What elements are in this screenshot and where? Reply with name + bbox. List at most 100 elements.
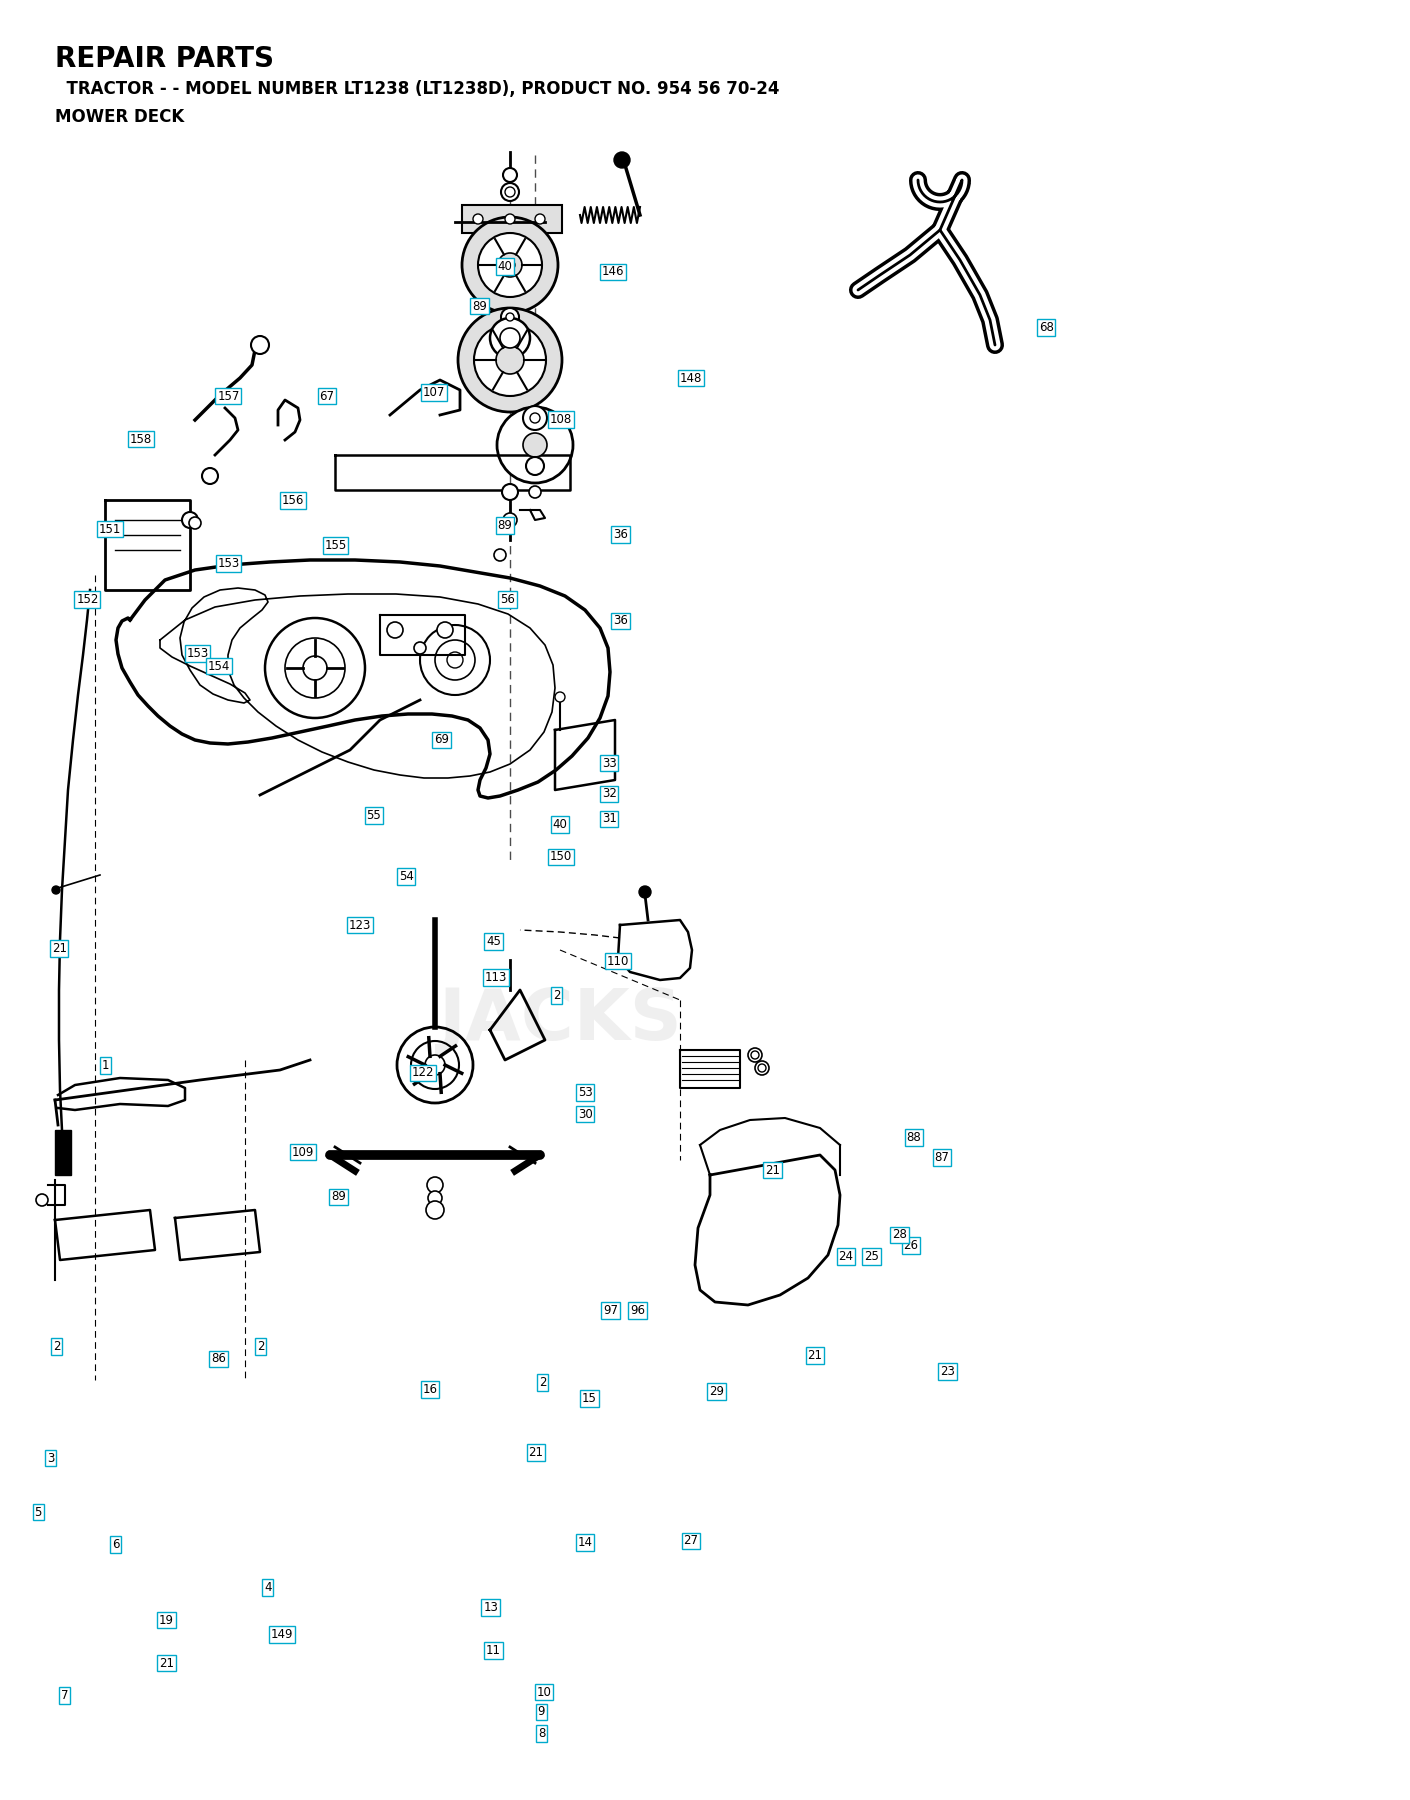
Text: 21: 21: [52, 941, 66, 956]
Circle shape: [534, 214, 546, 223]
Text: 107: 107: [423, 385, 446, 400]
Text: 122: 122: [412, 1066, 434, 1080]
Text: 10: 10: [537, 1685, 551, 1699]
Circle shape: [505, 187, 515, 196]
Text: 15: 15: [582, 1391, 596, 1406]
Circle shape: [498, 254, 522, 277]
Text: 108: 108: [550, 412, 572, 427]
Circle shape: [501, 184, 519, 202]
Circle shape: [182, 511, 197, 527]
Text: 36: 36: [613, 614, 627, 628]
Text: 19: 19: [159, 1613, 173, 1627]
Circle shape: [503, 167, 517, 182]
Text: 86: 86: [212, 1352, 226, 1366]
Circle shape: [501, 308, 519, 326]
Text: 2: 2: [52, 1339, 61, 1354]
Text: 150: 150: [550, 850, 572, 864]
Circle shape: [754, 1060, 768, 1075]
Circle shape: [437, 623, 453, 637]
Circle shape: [429, 1192, 441, 1204]
Text: 1: 1: [102, 1058, 110, 1073]
Text: 32: 32: [602, 787, 616, 801]
Circle shape: [529, 486, 541, 499]
Text: 24: 24: [839, 1249, 853, 1264]
Text: 21: 21: [766, 1163, 780, 1177]
Text: 29: 29: [709, 1384, 723, 1399]
Text: 151: 151: [99, 522, 121, 536]
Text: 156: 156: [282, 493, 305, 508]
Circle shape: [426, 1201, 444, 1219]
Circle shape: [502, 484, 517, 500]
Circle shape: [303, 655, 327, 680]
Text: 148: 148: [680, 371, 702, 385]
Text: 153: 153: [186, 646, 209, 661]
Circle shape: [530, 412, 540, 423]
Text: 67: 67: [320, 389, 334, 403]
Circle shape: [506, 313, 515, 320]
Circle shape: [458, 308, 563, 412]
Text: 97: 97: [603, 1303, 618, 1318]
Circle shape: [501, 328, 520, 347]
Text: REPAIR PARTS: REPAIR PARTS: [55, 45, 274, 74]
Circle shape: [556, 691, 565, 702]
Text: 96: 96: [630, 1303, 644, 1318]
Circle shape: [251, 337, 269, 355]
Text: 154: 154: [207, 659, 230, 673]
Text: 68: 68: [1039, 320, 1053, 335]
Text: 11: 11: [486, 1643, 501, 1658]
Text: 56: 56: [501, 592, 515, 607]
Circle shape: [386, 623, 403, 637]
Circle shape: [493, 549, 506, 562]
Text: 31: 31: [602, 812, 616, 826]
Text: 123: 123: [348, 918, 371, 932]
Text: 4: 4: [264, 1580, 272, 1595]
Text: 89: 89: [472, 299, 486, 313]
Text: 7: 7: [61, 1688, 69, 1703]
Text: 5: 5: [34, 1505, 42, 1519]
Circle shape: [424, 1055, 446, 1075]
Circle shape: [505, 259, 515, 270]
Text: 2: 2: [539, 1375, 547, 1390]
Circle shape: [759, 1064, 766, 1073]
Text: 6: 6: [111, 1537, 120, 1552]
Text: 9: 9: [537, 1705, 546, 1719]
Text: 157: 157: [217, 389, 240, 403]
Circle shape: [613, 151, 630, 167]
Circle shape: [462, 218, 558, 313]
Text: 89: 89: [498, 518, 512, 533]
Text: 153: 153: [217, 556, 240, 571]
Circle shape: [478, 232, 541, 297]
Circle shape: [202, 468, 219, 484]
Circle shape: [752, 1051, 759, 1058]
Text: 21: 21: [159, 1656, 173, 1670]
Text: 146: 146: [602, 265, 625, 279]
Circle shape: [37, 1193, 48, 1206]
Text: 87: 87: [935, 1150, 949, 1165]
Text: 110: 110: [606, 954, 629, 968]
Text: 21: 21: [529, 1445, 543, 1460]
Text: 53: 53: [578, 1085, 592, 1100]
Circle shape: [747, 1048, 761, 1062]
Text: 30: 30: [578, 1107, 592, 1121]
Circle shape: [427, 1177, 443, 1193]
Text: 8: 8: [537, 1726, 546, 1741]
Circle shape: [189, 517, 202, 529]
Text: 40: 40: [553, 817, 567, 832]
Circle shape: [505, 214, 515, 223]
Text: 152: 152: [76, 592, 99, 607]
Text: 23: 23: [940, 1364, 955, 1379]
Text: 2: 2: [257, 1339, 265, 1354]
Text: 13: 13: [484, 1600, 498, 1615]
Circle shape: [523, 434, 547, 457]
Bar: [462, 205, 563, 232]
Text: 33: 33: [602, 756, 616, 770]
Text: 155: 155: [324, 538, 347, 553]
Circle shape: [526, 457, 544, 475]
Text: 14: 14: [578, 1535, 592, 1550]
Text: 40: 40: [498, 259, 512, 274]
Text: 69: 69: [434, 733, 448, 747]
Text: 21: 21: [808, 1348, 822, 1363]
Text: 36: 36: [613, 527, 627, 542]
Text: 26: 26: [904, 1238, 918, 1253]
Circle shape: [496, 407, 572, 482]
